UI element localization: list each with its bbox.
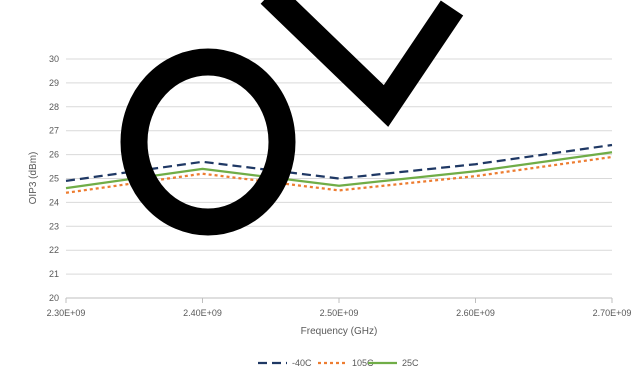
y-tick-label-22: 22 xyxy=(49,245,59,255)
series-line--40C xyxy=(65,143,613,183)
series-line-25C xyxy=(65,151,613,190)
x-tick-label-4: 2.70E+09 xyxy=(593,308,632,318)
y-tick-label-29: 29 xyxy=(49,78,59,88)
y-tick-label-25: 25 xyxy=(49,174,59,184)
y-tick-label-24: 24 xyxy=(49,197,59,207)
overlay-letter-o xyxy=(120,48,296,236)
x-axis-title: Frequency (GHz) xyxy=(301,326,378,337)
y-tick-label-21: 21 xyxy=(49,269,59,279)
y-tick-label-20: 20 xyxy=(49,293,59,303)
y-tick-label-28: 28 xyxy=(49,102,59,112)
x-tick-label-3: 2.60E+09 xyxy=(456,308,495,318)
y-axis-title: OIP3 (dBm) xyxy=(28,152,39,205)
y-axis-ticks: 20 21 22 23 24 25 26 27 28 29 30 xyxy=(49,54,59,303)
legend-label-105C: 105C xyxy=(352,358,374,368)
y-tick-label-26: 26 xyxy=(49,150,59,160)
legend-label--40C: -40C xyxy=(292,358,312,368)
legend-label-25C: 25C xyxy=(402,358,419,368)
x-tick-label-0: 2.30E+09 xyxy=(47,308,86,318)
y-tick-label-27: 27 xyxy=(49,126,59,136)
y-tick-label-30: 30 xyxy=(49,54,59,64)
overlay-letter-d xyxy=(260,0,464,127)
legend: -40C 105C 25C xyxy=(258,358,419,368)
y-tick-label-23: 23 xyxy=(49,221,59,231)
overlay-letters xyxy=(120,0,464,236)
x-tick-label-1: 2.40E+09 xyxy=(183,308,222,318)
x-axis-ticks: 2.30E+09 2.40E+09 2.50E+09 2.60E+09 2.70E+09 xyxy=(47,298,632,318)
x-tick-label-2: 2.50E+09 xyxy=(320,308,359,318)
